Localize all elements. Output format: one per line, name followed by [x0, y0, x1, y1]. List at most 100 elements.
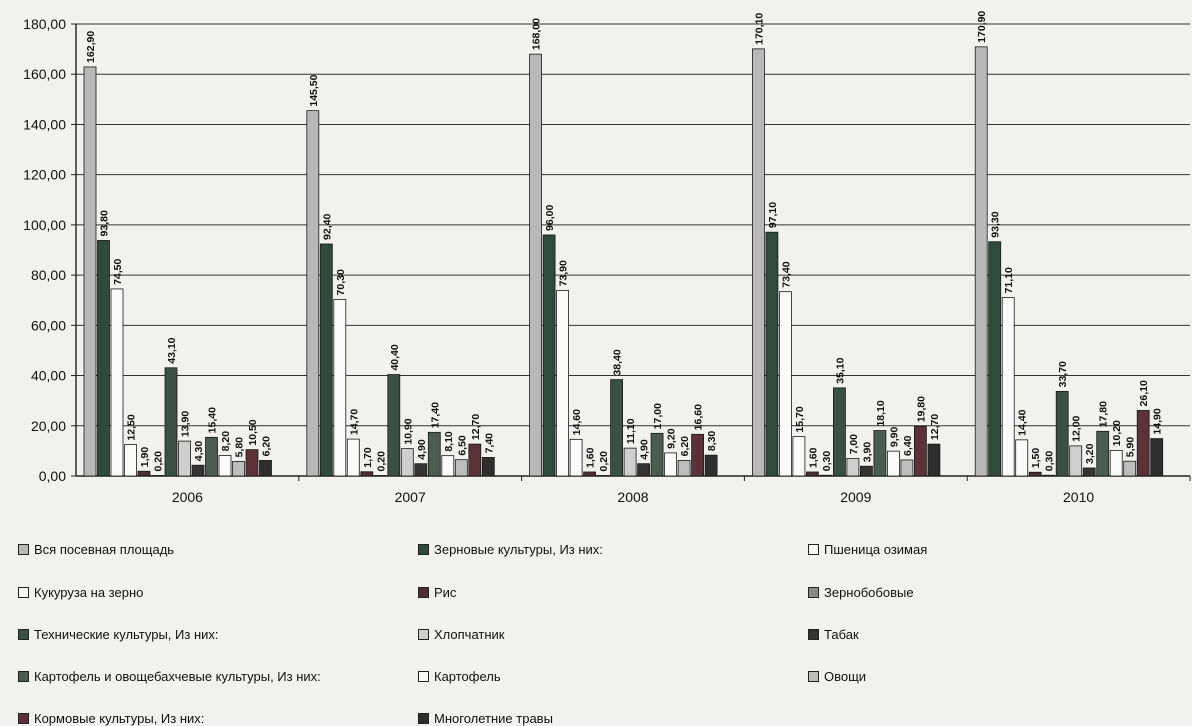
- data-label: 97,10: [767, 202, 779, 228]
- data-label: 15,70: [794, 406, 806, 432]
- bar: [1069, 445, 1083, 477]
- data-label: 0,20: [598, 451, 610, 472]
- data-label: 3,90: [861, 442, 873, 463]
- legend-label: Технические культуры, Из них:: [34, 627, 219, 642]
- legend-label: Кукуруза на зерно: [34, 585, 144, 600]
- legend-swatch: [18, 544, 29, 555]
- bar: [306, 110, 320, 477]
- bar: [677, 460, 691, 477]
- legend-item: Табак: [808, 627, 859, 642]
- legend-item: Овощи: [808, 669, 866, 684]
- data-label: 10,50: [247, 419, 259, 445]
- bar: [650, 432, 664, 477]
- data-label: 15,40: [207, 407, 219, 433]
- bar: [927, 443, 941, 477]
- legend-swatch: [418, 671, 429, 682]
- y-tick-label: 80,00: [31, 267, 66, 283]
- data-label: 7,00: [848, 434, 860, 455]
- data-label: 8,20: [220, 431, 232, 452]
- data-label: 170,10: [753, 13, 765, 45]
- bar: [218, 455, 232, 477]
- data-label: 8,30: [706, 431, 718, 452]
- legend-label: Картофель и овощебахчевые культуры, Из н…: [34, 669, 321, 684]
- x-tick-label: 2010: [1063, 489, 1094, 505]
- data-label: 6,50: [456, 435, 468, 456]
- bar: [556, 290, 569, 477]
- data-label: 17,40: [429, 402, 441, 428]
- legend-swatch: [418, 587, 429, 598]
- legend-label: Многолетние травы: [434, 711, 553, 726]
- y-tick-label: 180,00: [23, 16, 66, 32]
- bar: [245, 449, 259, 477]
- data-label: 14,60: [571, 409, 583, 435]
- bar: [1015, 439, 1029, 477]
- bar: [529, 53, 542, 477]
- bar: [124, 444, 137, 477]
- bar: [974, 46, 988, 477]
- x-tick-labels: 2006 2007 2008 2009 2010: [172, 489, 1095, 505]
- data-label: 38,40: [612, 349, 624, 375]
- data-label: 162,90: [85, 31, 97, 63]
- bar: [178, 440, 191, 477]
- legend-item: Технические культуры, Из них:: [18, 627, 219, 642]
- bar: [1123, 460, 1137, 477]
- data-label: 170,90: [976, 11, 988, 43]
- bar: [988, 241, 1002, 477]
- bar: [441, 455, 455, 477]
- data-label: 3,20: [1084, 443, 1096, 464]
- bar: [704, 454, 718, 477]
- data-label: 5,90: [1125, 437, 1137, 458]
- legend-item: Зерновые культуры, Из них:: [418, 542, 603, 557]
- data-label: 12,00: [1071, 415, 1083, 441]
- bar: [259, 460, 272, 477]
- data-label: 16,60: [693, 404, 705, 430]
- bar: [833, 387, 846, 477]
- bar: [454, 459, 468, 477]
- legend-label: Рис: [434, 585, 457, 600]
- legend-item: Картофель и овощебахчевые культуры, Из н…: [18, 669, 321, 684]
- bar: [792, 436, 806, 477]
- bar: [110, 288, 124, 477]
- data-label: 73,90: [558, 260, 570, 286]
- data-label: 6,20: [261, 436, 273, 457]
- y-tick-label: 100,00: [23, 217, 66, 233]
- data-label: 6,20: [679, 436, 691, 457]
- bar: [414, 463, 428, 477]
- data-label: 145,50: [308, 74, 320, 106]
- data-label: 168,00: [531, 18, 543, 50]
- data-label: 1,60: [807, 447, 819, 468]
- legend-item: Зернобобовые: [808, 585, 914, 600]
- bar: [752, 48, 765, 477]
- legend-swatch: [418, 713, 429, 724]
- data-label: 17,00: [652, 403, 664, 429]
- bar: [819, 474, 833, 477]
- data-label: 12,70: [929, 414, 941, 440]
- bar: [83, 66, 97, 477]
- bar: [1082, 467, 1096, 477]
- legend-label: Зерновые культуры, Из них:: [434, 542, 603, 557]
- chart-legend: Вся посевная площадь Зерновые культуры, И…: [0, 534, 1192, 726]
- bar: [164, 367, 178, 477]
- data-label: 19,80: [915, 396, 927, 422]
- bar: [779, 291, 792, 477]
- y-tick-label: 0,00: [39, 468, 66, 484]
- data-label: 10,20: [1111, 420, 1123, 446]
- y-tick-label: 40,00: [31, 368, 66, 384]
- bar: [427, 431, 441, 477]
- y-tick-label: 20,00: [31, 418, 66, 434]
- data-label: 1,90: [139, 447, 151, 468]
- data-label: 14,70: [348, 409, 360, 435]
- bar: [664, 452, 677, 477]
- data-label: 18,10: [875, 400, 887, 426]
- bar: [596, 475, 610, 477]
- legend-item: Рис: [418, 585, 456, 600]
- legend-swatch: [808, 544, 819, 555]
- x-tick-label: 2006: [172, 489, 203, 505]
- bar: [1109, 449, 1123, 477]
- data-label: 9,20: [666, 428, 678, 449]
- data-label: 10,90: [402, 418, 414, 444]
- data-label: 74,50: [112, 258, 124, 284]
- data-label: 4,90: [416, 439, 428, 460]
- bar: [387, 374, 401, 477]
- bar: [468, 443, 482, 477]
